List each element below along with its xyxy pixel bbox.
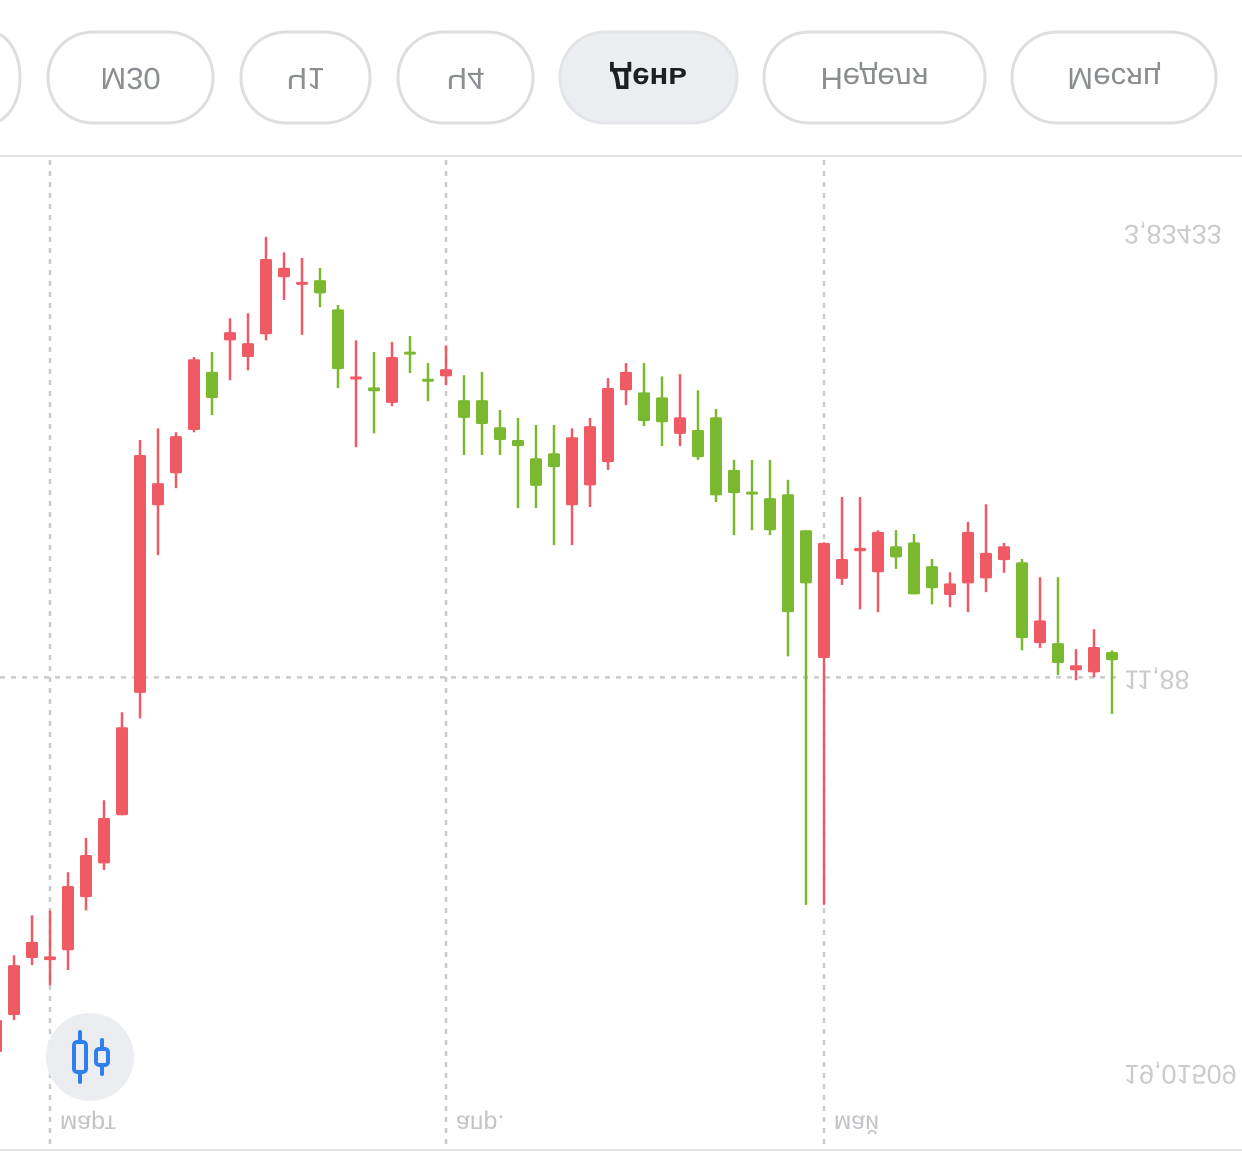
candle-body (1016, 562, 1028, 639)
candle-body (98, 817, 110, 864)
tab-label: Ч1 (287, 61, 325, 96)
candle-body (746, 491, 758, 495)
candle-body (944, 583, 956, 595)
candle-body (584, 426, 596, 486)
candle-body (530, 458, 542, 486)
candle-body (458, 400, 470, 418)
candle-body (206, 371, 218, 398)
candle-body (1106, 651, 1118, 661)
candle-body (134, 454, 146, 693)
candle-body (656, 397, 668, 423)
candle-body (926, 566, 938, 589)
candle-body (998, 546, 1010, 561)
x-tick-label: март (60, 1109, 116, 1137)
candle-body (728, 469, 740, 494)
candle-body (224, 332, 236, 341)
x-tick-label: апр. (456, 1109, 504, 1137)
candle-body (1052, 643, 1064, 664)
candle-body (710, 417, 722, 496)
candle-icon (72, 1030, 110, 1084)
current-price-label: 11,88 (1124, 664, 1190, 694)
candle-body (602, 387, 614, 463)
candle-body (116, 727, 128, 816)
tab-label: Ч4 (447, 61, 485, 96)
candle-body (1088, 646, 1100, 673)
candle-body (638, 392, 650, 422)
tab-label: М30 (100, 61, 160, 96)
candle-body (260, 259, 272, 335)
tab-label: Месяц (1067, 61, 1161, 96)
candle-body (980, 552, 992, 579)
candle-body (962, 531, 974, 584)
timeframe-tabs: М30 Ч1 Ч4 День Неделя Месяц (0, 30, 1218, 125)
tab-label: День (610, 61, 688, 96)
candle-body (674, 417, 686, 434)
tab-label: Неделя (820, 61, 928, 96)
candle-body (548, 453, 560, 468)
candle-body (422, 378, 434, 382)
candle-body (836, 558, 848, 579)
candle-body (764, 498, 776, 531)
candle-body (350, 376, 362, 380)
candle-body (440, 369, 452, 377)
tab[interactable] (239, 30, 372, 125)
candle-body (404, 351, 416, 355)
candle-body (872, 531, 884, 573)
candle-body (494, 427, 506, 440)
tab[interactable] (396, 30, 535, 125)
candle-body (566, 437, 578, 506)
candle-body (296, 281, 308, 285)
candle-body (62, 886, 74, 951)
tab[interactable] (762, 30, 987, 125)
button-bg[interactable] (46, 1013, 134, 1101)
candle-body (1034, 620, 1046, 644)
candle-body (80, 855, 92, 898)
candle-body (1070, 665, 1082, 671)
candle-body (620, 371, 632, 391)
y-tick-label: 19,01509 (1124, 1059, 1237, 1089)
tab[interactable] (46, 30, 215, 125)
candle-body (818, 542, 830, 659)
candle-body (512, 439, 524, 447)
candle-body (854, 547, 866, 552)
candle-body (0, 1019, 2, 1053)
tab[interactable] (558, 30, 739, 125)
candle-body (908, 542, 920, 595)
candle-body (44, 956, 56, 961)
chart: март апр. май 3,83433 19,01509 11,88 (0, 160, 1237, 1150)
candle-body (386, 356, 398, 403)
candle-body (152, 483, 164, 506)
candle-body (692, 430, 704, 458)
candle-body (170, 436, 182, 474)
candle-body (890, 546, 902, 558)
candle-body (314, 280, 326, 294)
candle-body (26, 941, 38, 958)
candle-body (476, 400, 488, 424)
tab[interactable] (1010, 30, 1218, 125)
candle-body (242, 343, 254, 357)
candle-body (800, 530, 812, 584)
tab-partial[interactable] (0, 32, 22, 123)
candle-body (8, 965, 20, 1015)
candle-body (782, 494, 794, 613)
chart-type-button[interactable] (46, 1013, 134, 1101)
candle-body (368, 387, 380, 392)
candle-body (278, 267, 290, 278)
candle-body (188, 359, 200, 431)
y-tick-label: 3,83433 (1124, 219, 1222, 249)
x-tick-label: май (834, 1109, 879, 1137)
candle-body (332, 309, 344, 370)
